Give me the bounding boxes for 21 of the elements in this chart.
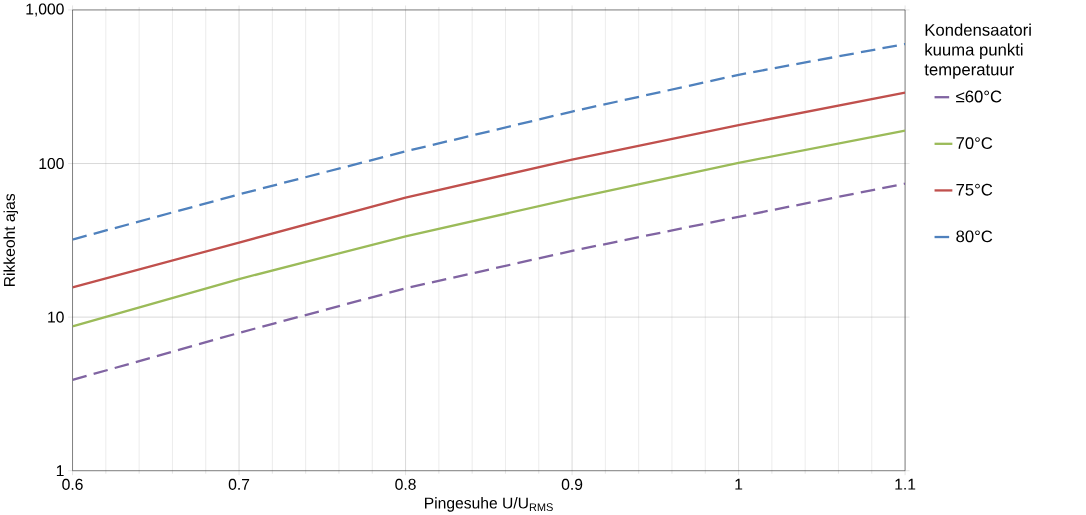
y-tick-label: 1,000 bbox=[26, 3, 64, 17]
legend-label: 70°C bbox=[956, 137, 993, 149]
x-tick-label: 0.6 bbox=[62, 478, 83, 490]
x-tick-label: 1.1 bbox=[895, 478, 916, 490]
y-tick-label: 100 bbox=[39, 157, 64, 169]
y-tick-label: 10 bbox=[48, 311, 64, 323]
legend-label: ≤60°C bbox=[956, 90, 1002, 103]
legend-title: Kondensaatori kuuma punkti temperatuur bbox=[924, 23, 1031, 79]
y-axis-title: Rikkeoht ajas bbox=[3, 193, 19, 286]
line-series bbox=[72, 42, 906, 241]
x-tick-label: 0.7 bbox=[228, 478, 250, 490]
x-tick-label: 0.9 bbox=[561, 478, 583, 490]
x-tick-label: 1 bbox=[735, 478, 743, 490]
y-tick-label: 1 bbox=[56, 465, 64, 477]
line-series bbox=[72, 129, 906, 328]
x-tick-label: 0.8 bbox=[395, 478, 416, 490]
line-series bbox=[72, 91, 906, 289]
legend-label: 80°C bbox=[956, 230, 993, 243]
line-series bbox=[72, 182, 906, 382]
legend-label: 75°C bbox=[956, 183, 993, 196]
x-axis-title: Pingesuhe U/U$_{RMS}$ bbox=[425, 497, 553, 512]
